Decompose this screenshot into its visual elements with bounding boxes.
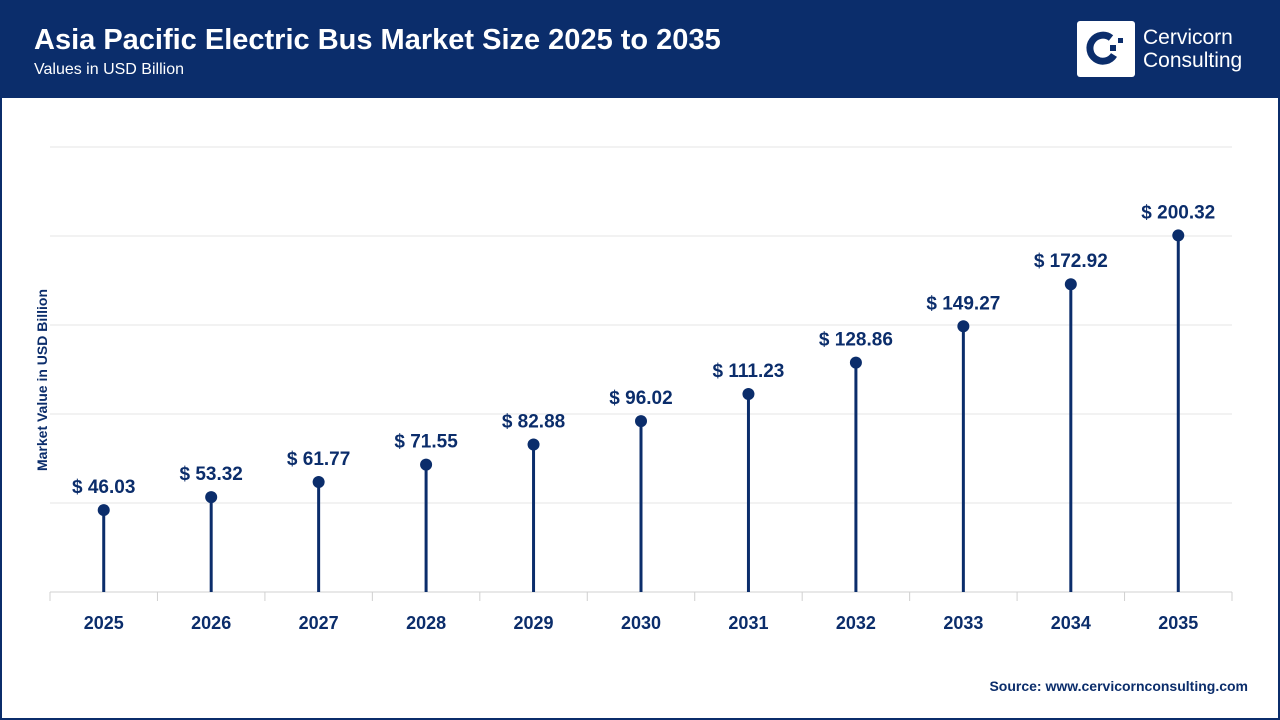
x-tick-label: 2027 [299, 613, 339, 633]
cervicorn-logo: Cervicorn Consulting [1077, 21, 1242, 77]
lollipop-point [957, 320, 970, 333]
chart-title: Asia Pacific Electric Bus Market Size 20… [34, 24, 721, 56]
x-tick-label: 2030 [621, 613, 661, 633]
data-label: $ 200.32 [1141, 202, 1215, 223]
lollipop-point [849, 356, 862, 369]
x-tick-label: 2029 [514, 613, 554, 633]
lollipop-point [635, 415, 647, 428]
data-label: $ 96.02 [609, 388, 672, 409]
lollipop-point [97, 504, 110, 517]
lollipop-point [527, 438, 540, 451]
logo-text-line2: Consulting [1143, 49, 1243, 72]
x-tick-label: 2033 [943, 613, 983, 633]
data-label: $ 128.86 [819, 330, 893, 351]
x-tick-label: 2025 [84, 613, 124, 633]
data-label: $ 172.92 [1034, 251, 1108, 272]
header-banner: Asia Pacific Electric Bus Market Size 20… [0, 0, 1280, 98]
logo-text-line1: Cervicorn [1143, 26, 1233, 49]
chart-subtitle: Values in USD Billion [34, 61, 184, 78]
lollipop-point [312, 476, 325, 489]
x-tick-label: 2031 [728, 613, 768, 633]
data-label: $ 149.27 [926, 293, 1000, 314]
x-tick-label: 2028 [406, 613, 446, 633]
x-tick-label: 2034 [1051, 613, 1091, 633]
lollipop-point [742, 388, 755, 401]
data-label: $ 82.88 [502, 411, 565, 432]
x-tick-label: 2026 [191, 613, 231, 633]
lollipop-point [420, 458, 433, 471]
data-label: $ 61.77 [287, 449, 350, 470]
data-label: $ 46.03 [72, 477, 135, 498]
data-label: $ 71.55 [394, 432, 458, 453]
data-label: $ 53.32 [179, 464, 242, 485]
lollipop-point [1172, 229, 1185, 242]
lollipop-point [1064, 278, 1077, 291]
x-tick-label: 2032 [836, 613, 876, 633]
source-note: Source: www.cervicornconsulting.com [989, 678, 1248, 694]
data-label: $ 111.23 [713, 361, 785, 382]
x-tick-label: 2035 [1158, 613, 1198, 633]
lollipop-point [205, 491, 218, 504]
logo-mark-icon [1077, 21, 1135, 77]
